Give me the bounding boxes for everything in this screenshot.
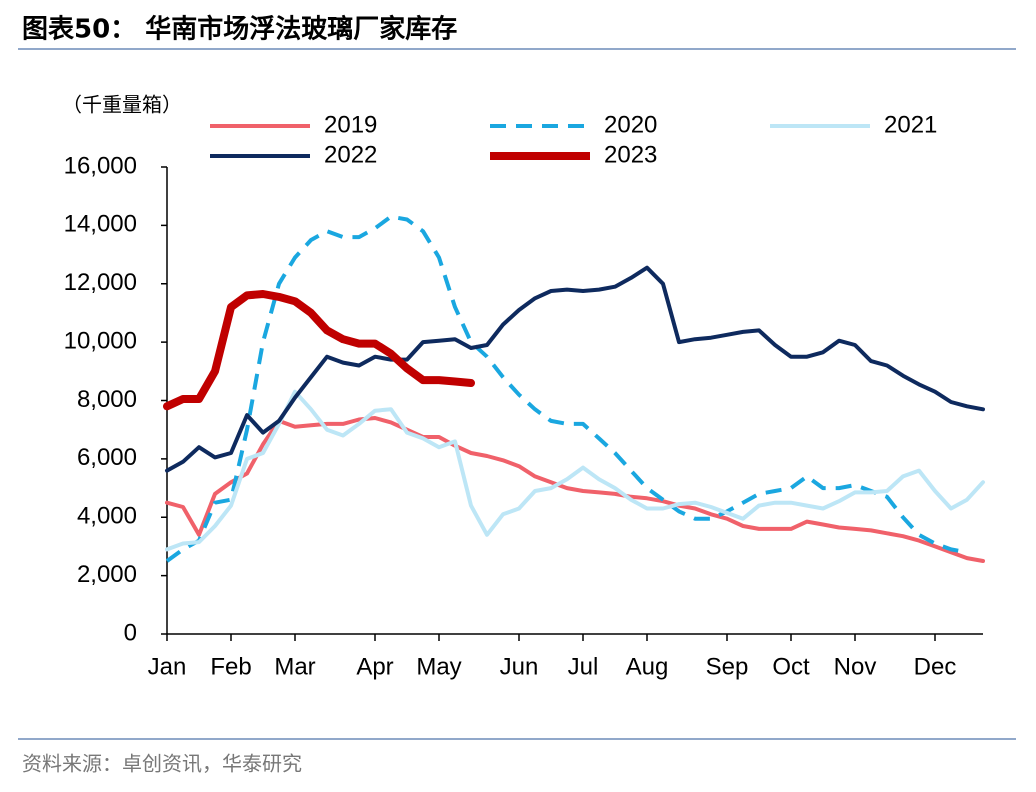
y-axis-label: （千重量箱） — [62, 93, 182, 117]
x-tick-label: May — [416, 653, 461, 680]
x-tick-label: Mar — [274, 653, 315, 680]
x-tick-label: Apr — [356, 653, 393, 680]
y-tick-label: 8,000 — [77, 386, 137, 413]
series-line — [163, 290, 475, 411]
x-tick-label: Nov — [834, 653, 877, 680]
legend-label: 2023 — [604, 141, 657, 168]
x-tick-label: Jan — [148, 653, 187, 680]
series-line — [165, 416, 985, 563]
y-tick-label: 14,000 — [64, 211, 137, 238]
x-tick-label: Aug — [626, 653, 669, 680]
x-tick-label: Oct — [772, 653, 810, 680]
y-tick-label: 6,000 — [77, 444, 137, 471]
legend-label: 2019 — [324, 111, 377, 138]
legend-label: 2022 — [324, 141, 377, 168]
x-tick-label: Sep — [706, 653, 749, 680]
x-tick-label: Jun — [500, 653, 539, 680]
series-line — [165, 214, 968, 563]
y-tick-label: 16,000 — [64, 152, 137, 179]
y-tick-label: 0 — [124, 619, 137, 646]
x-tick-label: Feb — [210, 653, 251, 680]
source-note: 资料来源：卓创资讯，华泰研究 — [22, 752, 302, 776]
x-tick-label: Dec — [914, 653, 957, 680]
y-tick-label: 4,000 — [77, 503, 137, 530]
chart-title: 图表50： 华南市场浮法玻璃厂家库存 — [22, 14, 457, 45]
x-tick-label: Jul — [568, 653, 599, 680]
y-tick-label: 12,000 — [64, 269, 137, 296]
y-tick-label: 2,000 — [77, 561, 137, 588]
legend-label: 2020 — [604, 111, 657, 138]
series-line — [165, 389, 985, 552]
legend-label: 2021 — [884, 111, 937, 138]
y-tick-label: 10,000 — [64, 327, 137, 354]
series-line — [165, 265, 985, 473]
